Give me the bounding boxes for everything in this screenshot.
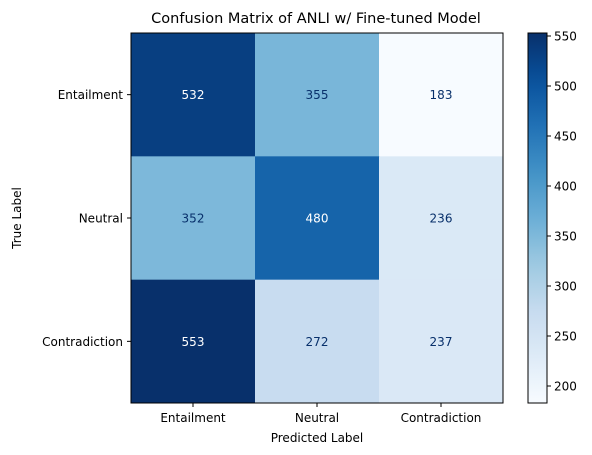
- colorbar-tick-label: 200: [554, 380, 577, 394]
- y-axis-ticks: Entailment Neutral Contradiction: [42, 88, 131, 349]
- x-axis-label: Predicted Label: [271, 431, 364, 445]
- heatmap-cell: [379, 279, 504, 404]
- heatmap-cell: [131, 33, 256, 157]
- y-axis-label: True Label: [10, 187, 24, 250]
- cell-value-label: 532: [182, 88, 205, 102]
- heatmap-cell: [379, 156, 504, 281]
- x-tick-label: Neutral: [295, 411, 339, 425]
- cell-value-label: 272: [306, 335, 329, 349]
- colorbar-ticks: 200 250 300 350 400 450 500 550: [547, 30, 577, 394]
- colorbar-tick-label: 550: [554, 30, 577, 44]
- heatmap-cell-labels: 532 355 183 352 480 236 553 272 237: [182, 88, 453, 349]
- colorbar-tick-label: 300: [554, 280, 577, 294]
- cell-value-label: 236: [430, 212, 453, 226]
- x-axis-ticks: Entailment Neutral Contradiction: [160, 403, 481, 425]
- heatmap-cells: [131, 33, 504, 404]
- x-tick-label: Entailment: [160, 411, 226, 425]
- cell-value-label: 237: [430, 335, 453, 349]
- cell-value-label: 183: [430, 88, 453, 102]
- heatmap-cell: [379, 33, 504, 157]
- y-tick-label: Entailment: [58, 88, 124, 102]
- heatmap-cell: [131, 279, 256, 404]
- cell-value-label: 355: [306, 88, 329, 102]
- y-tick-label: Contradiction: [42, 335, 123, 349]
- chart-title: Confusion Matrix of ANLI w/ Fine-tuned M…: [151, 11, 481, 27]
- heatmap-cell: [255, 279, 380, 404]
- colorbar: [527, 32, 548, 404]
- colorbar-tick-label: 250: [554, 330, 577, 344]
- y-tick-label: Neutral: [79, 212, 123, 226]
- heatmap-cell: [255, 33, 380, 157]
- heatmap-cell: [255, 156, 380, 281]
- cell-value-label: 352: [182, 212, 205, 226]
- cell-value-label: 553: [182, 335, 205, 349]
- colorbar-tick-label: 450: [554, 130, 577, 144]
- colorbar-tick-label: 400: [554, 180, 577, 194]
- colorbar-tick-label: 500: [554, 80, 577, 94]
- heatmap-cell: [131, 156, 256, 281]
- colorbar-tick-label: 350: [554, 230, 577, 244]
- x-tick-label: Contradiction: [401, 411, 482, 425]
- cell-value-label: 480: [306, 212, 329, 226]
